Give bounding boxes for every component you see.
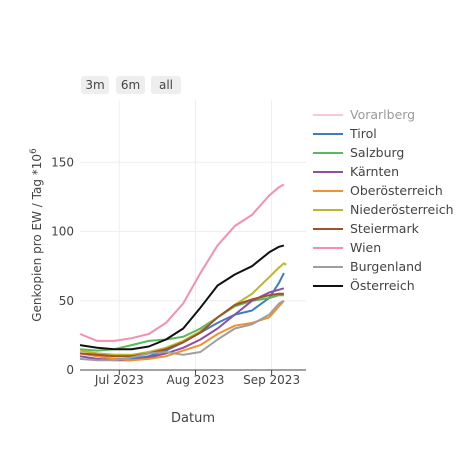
legend-swatch (313, 113, 343, 116)
legend-swatch (313, 284, 343, 287)
legend-item-vorarlberg[interactable]: Vorarlberg (313, 105, 454, 124)
range-button-all[interactable]: all (151, 76, 181, 94)
y-tick-label: 50 (59, 294, 74, 308)
legend-label: Tirol (350, 126, 377, 141)
legend-swatch (313, 132, 343, 135)
legend-label: Steiermark (350, 221, 419, 236)
x-tick-label: Aug 2023 (167, 373, 225, 387)
legend-item-oberösterreich[interactable]: Oberösterreich (313, 181, 454, 200)
legend-item-burgenland[interactable]: Burgenland (313, 257, 454, 276)
legend-item-wien[interactable]: Wien (313, 238, 454, 257)
legend-label: Österreich (350, 278, 415, 293)
legend-item-tirol[interactable]: Tirol (313, 124, 454, 143)
legend-swatch (313, 151, 343, 154)
y-axis-title-sup: 6 (29, 148, 39, 154)
x-tick-label: Sep 2023 (243, 373, 300, 387)
x-tick-label: Jul 2023 (94, 373, 144, 387)
legend-swatch (313, 208, 343, 211)
legend-label: Wien (350, 240, 382, 255)
legend-label: Niederösterreich (350, 202, 454, 217)
series-line-niederösterreich (79, 262, 287, 356)
series-line-österreich (79, 244, 285, 351)
legend-swatch (313, 227, 343, 230)
legend-item-kärnten[interactable]: Kärnten (313, 162, 454, 181)
y-tick-label: 150 (51, 155, 74, 169)
legend-label: Oberösterreich (350, 183, 443, 198)
legend-swatch (313, 246, 343, 249)
grid-lines (80, 100, 306, 370)
series-lines (79, 183, 287, 362)
series-line-wien (79, 183, 285, 342)
y-tick-label: 0 (66, 363, 74, 377)
series-line-tirol (79, 272, 285, 360)
legend-label: Salzburg (350, 145, 405, 160)
legend: Vorarlberg Tirol Salzburg Kärnten Oberösterr… (313, 105, 454, 295)
legend-item-salzburg[interactable]: Salzburg (313, 143, 454, 162)
x-axis-title: Datum (171, 411, 215, 426)
legend-item-österreich[interactable]: Österreich (313, 276, 454, 295)
legend-label: Vorarlberg (350, 107, 416, 122)
range-button-3m[interactable]: 3m (81, 76, 109, 94)
y-axis-title-main: Genkopien pro EW / Tag *10 (30, 154, 44, 322)
legend-swatch (313, 189, 343, 192)
axes: 0 50 100 150 Jul 2023 Aug 2023 Sep 2023 (51, 155, 306, 387)
legend-label: Kärnten (350, 164, 399, 179)
legend-swatch (313, 170, 343, 173)
legend-item-niederösterreich[interactable]: Niederösterreich (313, 200, 454, 219)
legend-label: Burgenland (350, 259, 422, 274)
series-line-burgenland (79, 299, 285, 362)
y-tick-label: 100 (51, 225, 74, 239)
legend-item-steiermark[interactable]: Steiermark (313, 219, 454, 238)
y-axis-title: Genkopien pro EW / Tag *106 (29, 148, 44, 322)
range-button-6m[interactable]: 6m (116, 76, 145, 94)
series-line-steiermark (79, 292, 284, 358)
legend-swatch (313, 265, 343, 268)
